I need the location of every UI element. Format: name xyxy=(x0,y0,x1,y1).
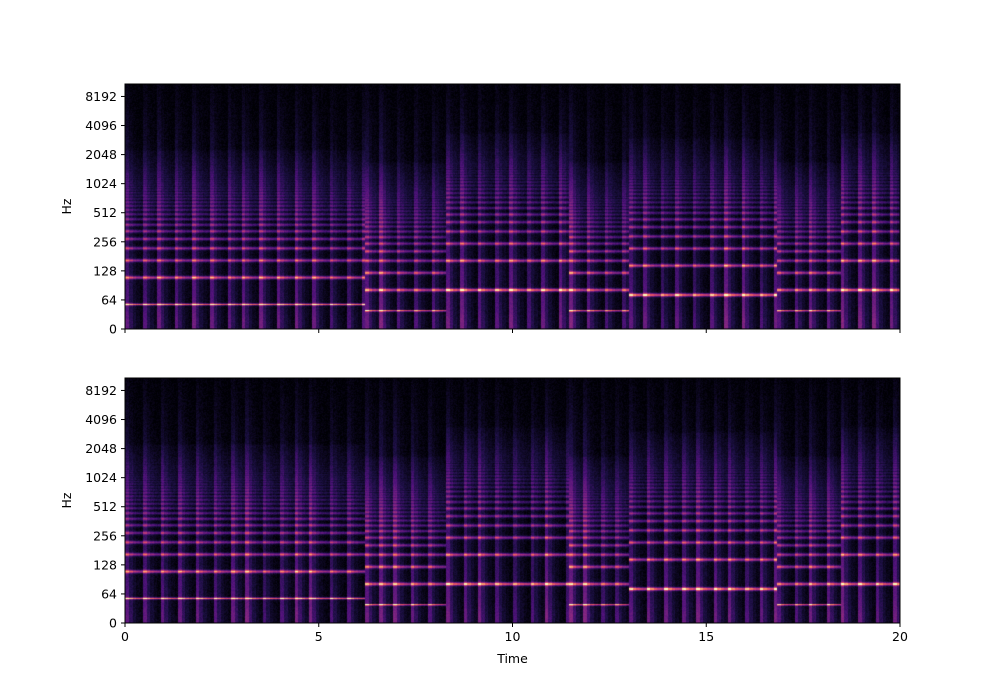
y-tick-label: 2048 xyxy=(85,441,117,456)
spectrogram-image xyxy=(125,84,900,329)
spectrogram-panel-bottom: 0 64 128 256 512 1024 2048 4096 8192 0 5 10 15 20 Hz Ti… xyxy=(59,377,908,666)
y-axis-label: Hz xyxy=(59,198,74,214)
spectrogram-image xyxy=(125,378,900,623)
y-tick-label: 1024 xyxy=(85,176,117,191)
y-tick-label: 0 xyxy=(109,616,117,631)
x-tick-label: 5 xyxy=(315,629,323,644)
x-tick-label: 10 xyxy=(505,629,521,644)
y-tick-label: 512 xyxy=(93,205,117,220)
y-tick-label: 64 xyxy=(101,586,117,601)
y-tick-label: 8192 xyxy=(85,383,117,398)
y-tick-label: 4096 xyxy=(85,118,117,133)
y-tick-label: 256 xyxy=(93,234,117,249)
x-tick-label: 20 xyxy=(892,629,908,644)
y-tick-label: 4096 xyxy=(85,412,117,427)
y-axis-label: Hz xyxy=(59,492,74,508)
y-tick-label: 64 xyxy=(101,292,117,307)
y-tick-label: 512 xyxy=(93,499,117,514)
x-axis-label: Time xyxy=(496,651,528,666)
spectrogram-panel-top: 0 64 128 256 512 1024 2048 4096 8192 Hz xyxy=(59,83,901,337)
y-tick-label: 128 xyxy=(93,263,117,278)
y-tick-label: 8192 xyxy=(85,89,117,104)
y-tick-label: 256 xyxy=(93,528,117,543)
y-tick-label: 1024 xyxy=(85,470,117,485)
y-tick-label: 0 xyxy=(109,322,117,337)
y-tick-label: 128 xyxy=(93,557,117,572)
x-tick-label: 0 xyxy=(121,629,129,644)
y-tick-label: 2048 xyxy=(85,147,117,162)
x-tick-label: 15 xyxy=(698,629,714,644)
